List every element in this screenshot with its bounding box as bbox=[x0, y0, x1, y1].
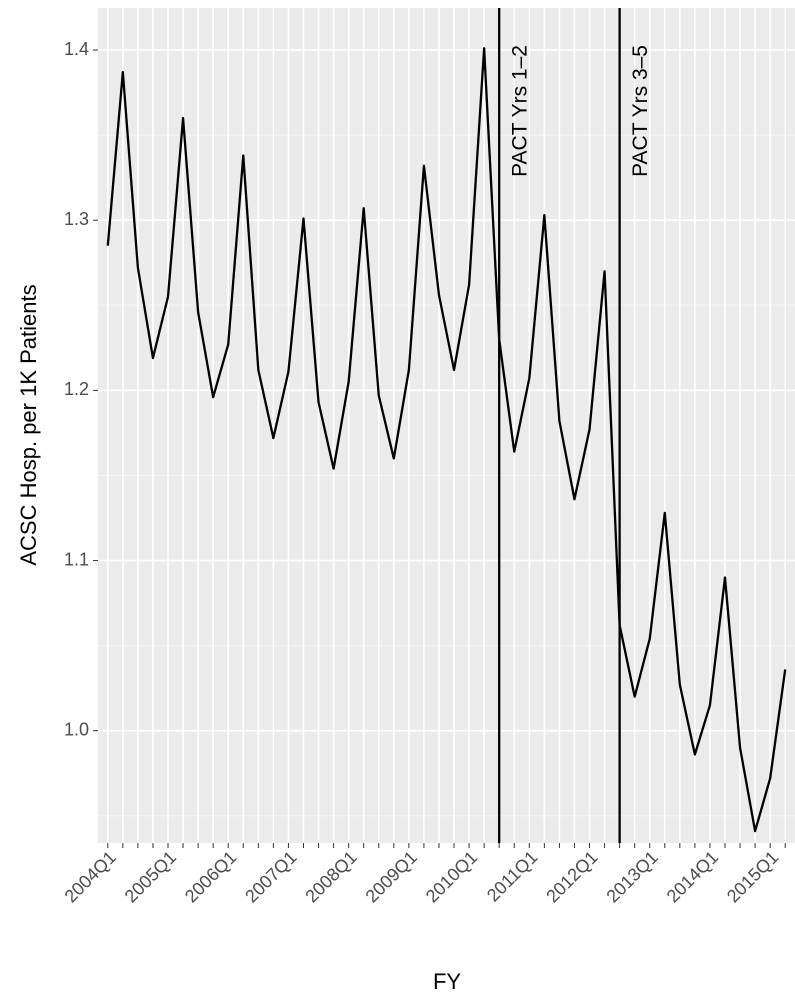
x-tick-label: 2004Q1 bbox=[61, 847, 120, 906]
y-tick-label: 1.2 bbox=[64, 379, 89, 399]
y-tick-label: 1.3 bbox=[64, 209, 89, 229]
x-tick-label: 2005Q1 bbox=[121, 847, 180, 906]
y-axis-title: ACSC Hosp. per 1K Patients bbox=[16, 284, 41, 565]
x-tick-label: 2008Q1 bbox=[301, 847, 360, 906]
x-tick-label: 2010Q1 bbox=[422, 847, 481, 906]
x-axis-title: FY bbox=[433, 969, 461, 994]
panel bbox=[98, 8, 795, 843]
x-tick-label: 2012Q1 bbox=[542, 847, 601, 906]
x-tick-label: 2014Q1 bbox=[663, 847, 722, 906]
x-tick-label: 2013Q1 bbox=[602, 847, 661, 906]
y-tick-label: 1.0 bbox=[64, 719, 89, 739]
x-tick-label: 2009Q1 bbox=[362, 847, 421, 906]
y-tick-label: 1.4 bbox=[64, 39, 89, 59]
x-tick-label: 2007Q1 bbox=[241, 847, 300, 906]
y-tick-label: 1.1 bbox=[64, 549, 89, 569]
x-tick-label: 2006Q1 bbox=[181, 847, 240, 906]
annotation: PACT Yrs 1–2 bbox=[509, 45, 532, 177]
line bbox=[106, 47, 787, 833]
annotation: PACT Yrs 3–5 bbox=[629, 45, 652, 177]
x-tick-label: 2015Q1 bbox=[723, 847, 782, 906]
x-tick-label: 2011Q1 bbox=[483, 847, 541, 905]
